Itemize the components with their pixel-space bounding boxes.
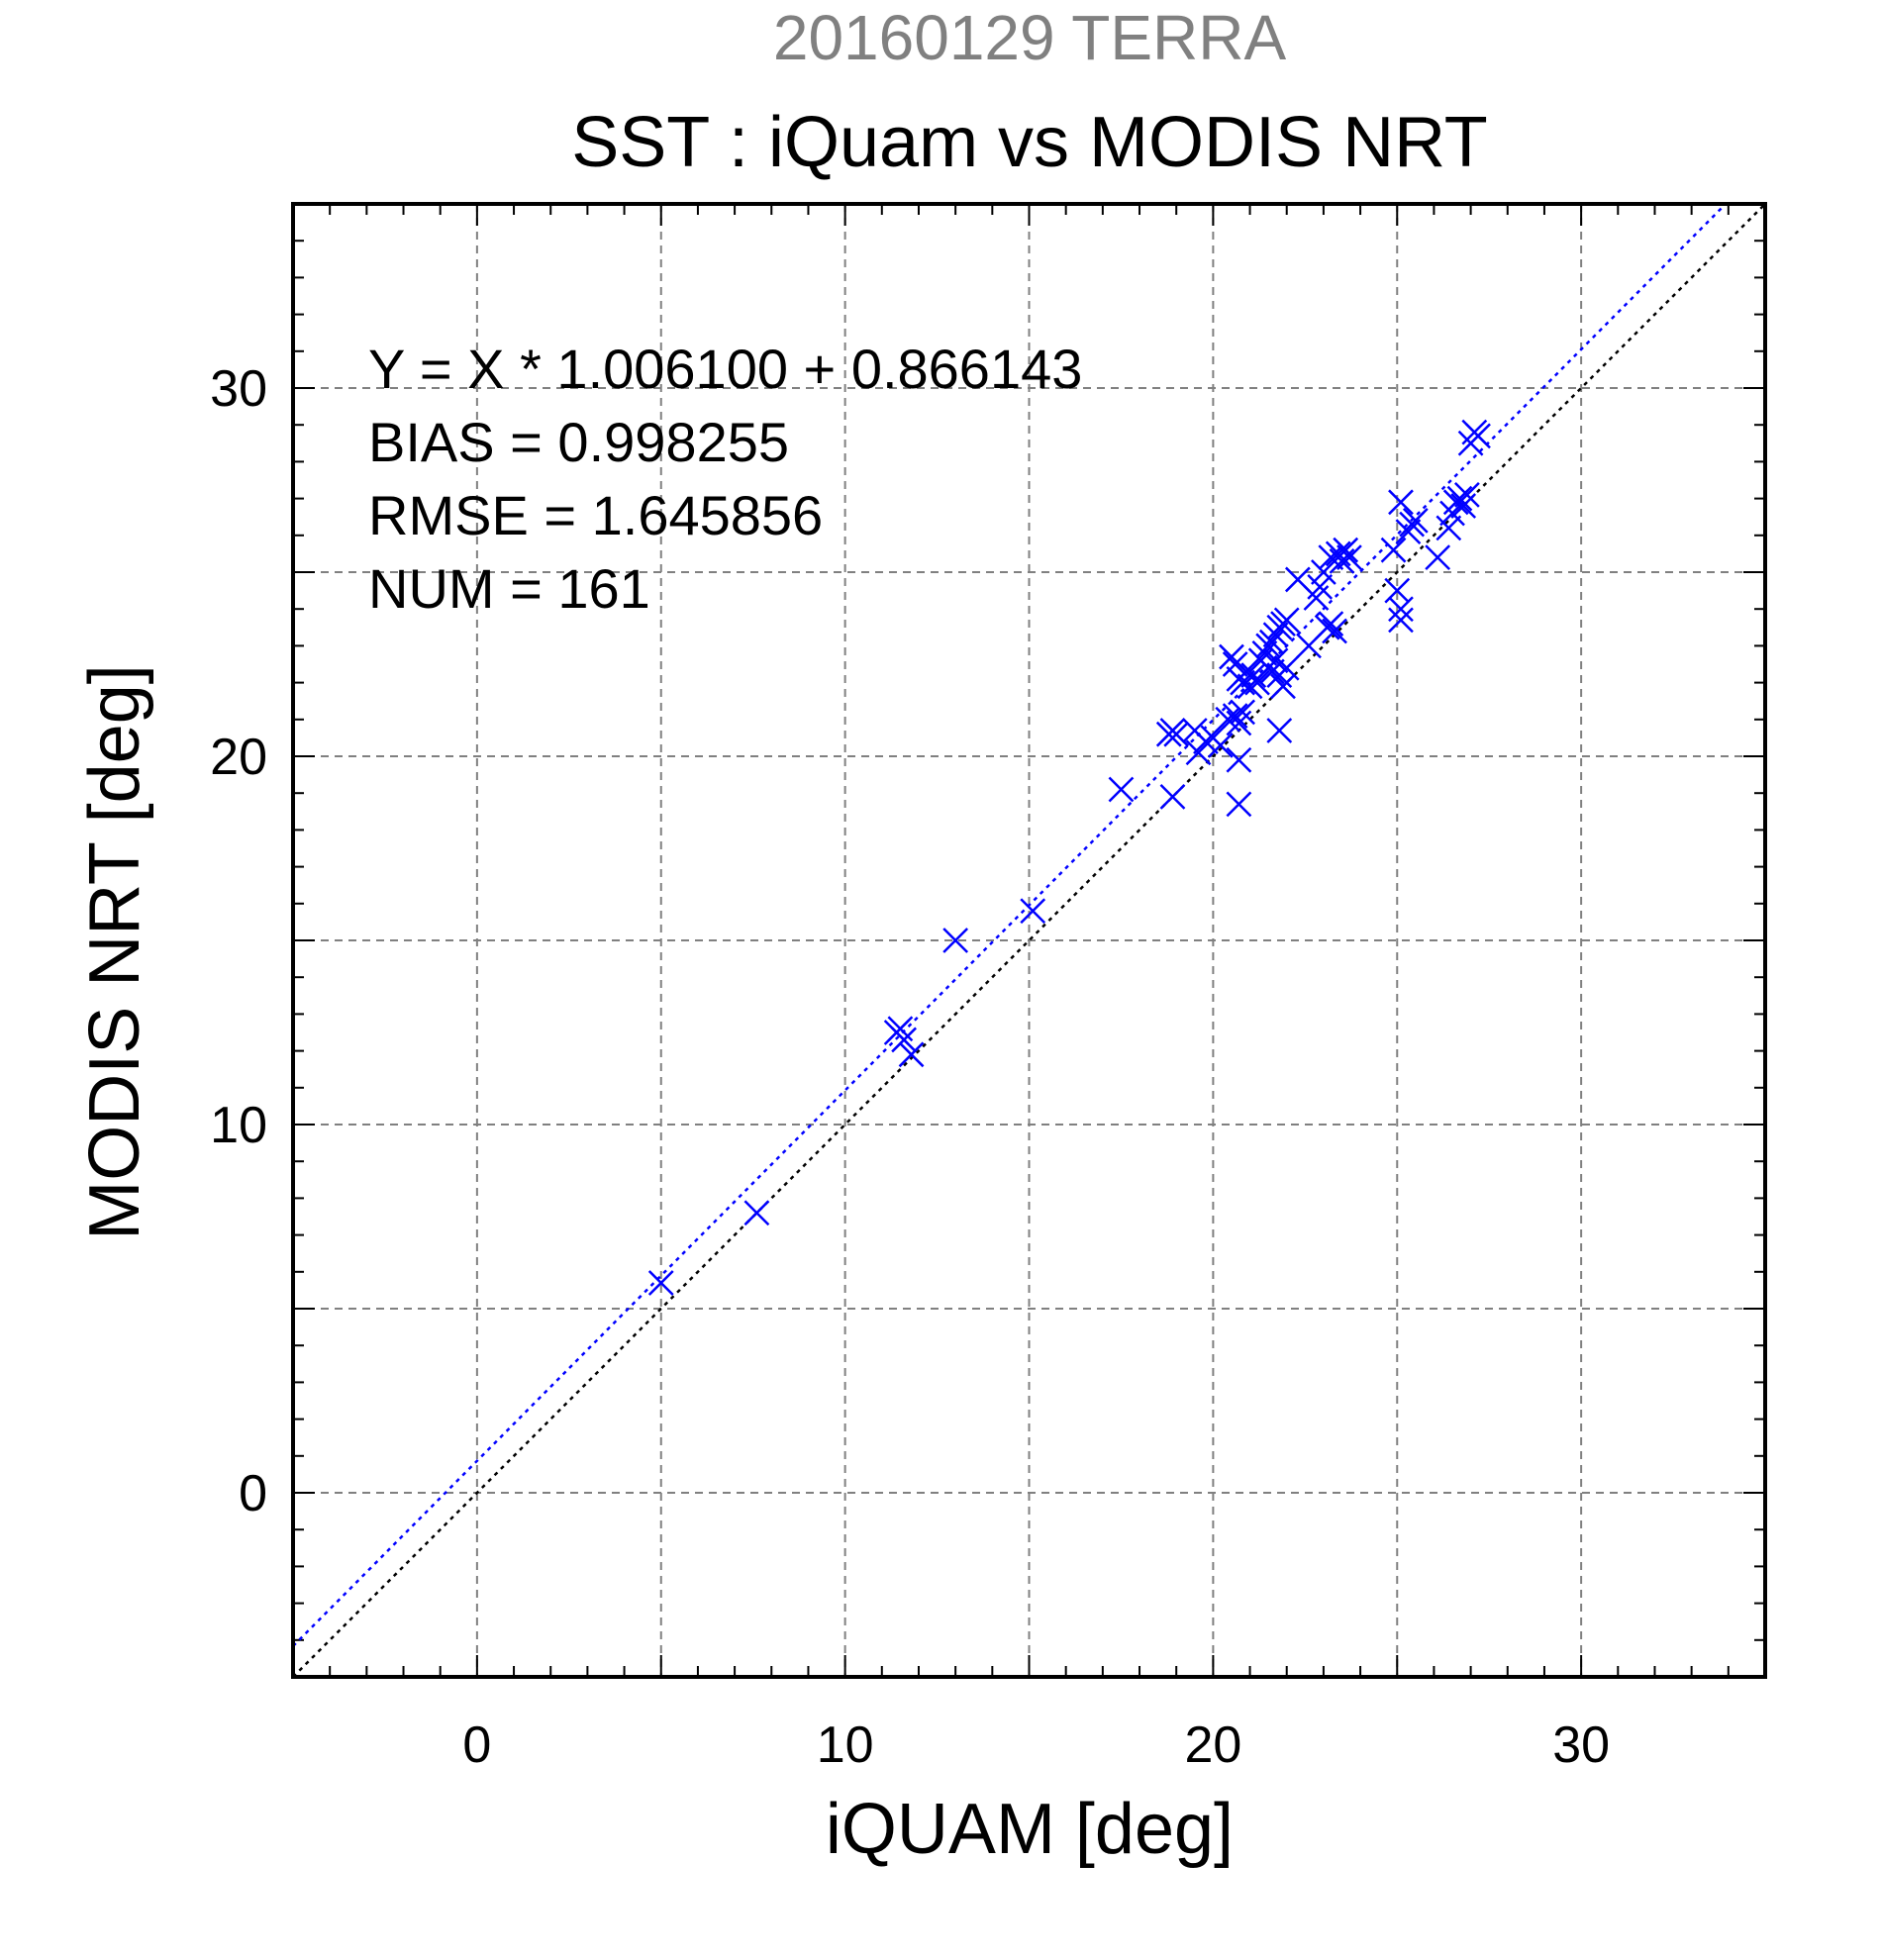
data-point — [1273, 607, 1300, 634]
grid — [293, 204, 1765, 1677]
y-tick-label: 30 — [210, 360, 267, 418]
data-point — [1388, 489, 1414, 516]
data-point — [1465, 423, 1491, 449]
data-point — [743, 1200, 770, 1226]
chart-subtitle: SST : iQuam vs MODIS NRT — [571, 103, 1488, 182]
data-point — [1230, 699, 1255, 726]
data-point — [1251, 639, 1278, 666]
data-point — [647, 1270, 674, 1296]
x-tick-label: 30 — [1552, 1716, 1610, 1774]
data-point — [1436, 515, 1462, 541]
data-point — [1425, 544, 1451, 571]
num-value: NUM = 161 — [368, 557, 650, 620]
data-point — [1222, 651, 1248, 677]
tick-labels: 0 10 20 30 0 10 20 30 — [210, 360, 1610, 1774]
data-point — [1322, 618, 1347, 644]
data-point — [1311, 559, 1336, 585]
stats-annotation: Y = X * 1.006100 + 0.866143 BIAS = 0.998… — [368, 338, 1082, 620]
data-point — [942, 928, 969, 953]
data-point — [1222, 703, 1248, 729]
data-point — [898, 1041, 925, 1068]
data-point — [1380, 537, 1407, 563]
data-point — [1108, 776, 1135, 803]
data-point — [891, 1027, 917, 1053]
data-point — [1388, 596, 1414, 623]
rmse-value: RMSE = 1.645856 — [368, 484, 823, 546]
data-point — [1336, 544, 1362, 571]
data-point — [1266, 718, 1293, 743]
data-point — [1333, 537, 1359, 563]
data-points — [647, 419, 1491, 1296]
data-point — [1402, 508, 1429, 534]
y-tick-label: 0 — [239, 1465, 267, 1522]
data-point — [1262, 622, 1289, 648]
data-point — [1388, 607, 1414, 634]
y-tick-label: 20 — [210, 729, 267, 786]
data-point — [1159, 784, 1186, 810]
data-point — [1226, 746, 1252, 773]
x-tick-label: 20 — [1184, 1716, 1241, 1774]
data-point — [1193, 729, 1219, 755]
plot-frame — [291, 202, 1767, 1679]
data-point — [1446, 485, 1473, 512]
data-point — [1453, 481, 1480, 508]
y-axis-label: MODIS NRT [deg] — [75, 664, 154, 1240]
data-point — [1307, 573, 1334, 600]
bias-value: BIAS = 0.998255 — [368, 411, 789, 473]
fit-equation: Y = X * 1.006100 + 0.866143 — [368, 338, 1082, 400]
x-tick-label: 10 — [817, 1716, 874, 1774]
chart-title: 20160129 TERRA — [773, 2, 1287, 73]
data-point — [1395, 519, 1422, 544]
x-tick-label: 0 — [462, 1716, 491, 1774]
x-axis-label: iQUAM [deg] — [826, 1790, 1234, 1869]
data-point — [1262, 647, 1289, 674]
data-point — [1318, 611, 1344, 637]
y-tick-label: 10 — [210, 1097, 267, 1154]
data-point — [1020, 898, 1046, 925]
data-point — [1244, 669, 1270, 696]
data-point — [1226, 791, 1252, 818]
data-point — [1273, 654, 1300, 681]
data-point — [1207, 732, 1234, 758]
